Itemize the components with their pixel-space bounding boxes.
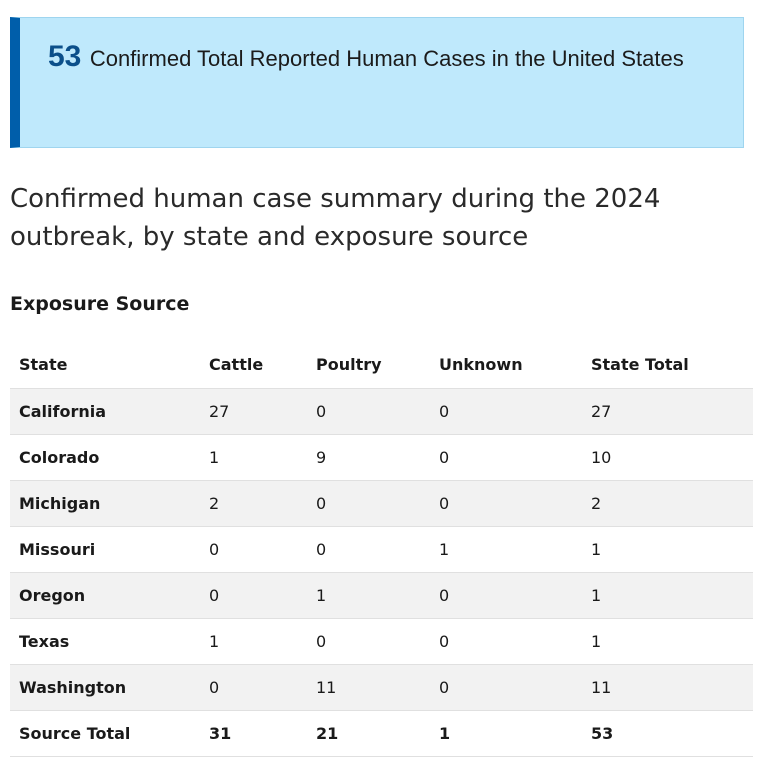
poultry-cell: 1 <box>307 572 430 619</box>
unknown-cell: 0 <box>430 664 582 711</box>
state-cell: Colorado <box>10 434 200 481</box>
state-total-cell: 2 <box>582 480 753 527</box>
case-count-label: Confirmed Total Reported Human Cases in … <box>89 46 684 71</box>
state-total-cell: 1 <box>582 618 753 665</box>
summary-heading: Confirmed human case summary during the … <box>10 184 661 252</box>
state-cell: Texas <box>10 618 200 665</box>
state-total-cell: 10 <box>582 434 753 481</box>
callout-line: 53 Confirmed Total Reported Human Cases … <box>48 40 684 74</box>
case-count-number: 53 <box>48 40 82 73</box>
poultry-cell: 0 <box>307 526 430 573</box>
table-header-row: State Cattle Poultry Unknown State Total <box>10 342 753 389</box>
unknown-cell: 0 <box>430 388 582 435</box>
table-row: Missouri 0 0 1 1 <box>10 526 753 573</box>
poultry-cell: 0 <box>307 618 430 665</box>
header-state: State <box>10 342 200 389</box>
state-cell: Oregon <box>10 572 200 619</box>
state-cell: Michigan <box>10 480 200 527</box>
header-cattle: Cattle <box>200 342 307 389</box>
unknown-cell: 0 <box>430 572 582 619</box>
header-state-total: State Total <box>582 342 753 389</box>
source-total-label: Source Total <box>10 710 200 757</box>
cattle-cell: 0 <box>200 664 307 711</box>
state-total-cell: 11 <box>582 664 753 711</box>
state-total-cell: 1 <box>582 526 753 573</box>
exposure-source-table: State Cattle Poultry Unknown State Total… <box>10 342 753 757</box>
cattle-cell: 1 <box>200 434 307 481</box>
unknown-total: 1 <box>430 710 582 757</box>
state-cell: California <box>10 388 200 435</box>
state-total-cell: 27 <box>582 388 753 435</box>
unknown-cell: 0 <box>430 618 582 665</box>
table-row: Michigan 2 0 0 2 <box>10 480 753 527</box>
poultry-cell: 11 <box>307 664 430 711</box>
table-row: Texas 1 0 0 1 <box>10 618 753 665</box>
case-count-callout: 53 Confirmed Total Reported Human Cases … <box>10 17 744 148</box>
poultry-total: 21 <box>307 710 430 757</box>
table-row: Colorado 1 9 0 10 <box>10 434 753 481</box>
table-row: Oregon 0 1 0 1 <box>10 572 753 619</box>
poultry-cell: 0 <box>307 480 430 527</box>
table-row: California 27 0 0 27 <box>10 388 753 435</box>
cattle-cell: 0 <box>200 526 307 573</box>
unknown-cell: 1 <box>430 526 582 573</box>
unknown-cell: 0 <box>430 434 582 481</box>
header-unknown: Unknown <box>430 342 582 389</box>
cattle-cell: 2 <box>200 480 307 527</box>
cattle-cell: 0 <box>200 572 307 619</box>
poultry-cell: 9 <box>307 434 430 481</box>
state-cell: Washington <box>10 664 200 711</box>
cattle-cell: 1 <box>200 618 307 665</box>
table-row: Washington 0 11 0 11 <box>10 664 753 711</box>
cattle-cell: 27 <box>200 388 307 435</box>
cattle-total: 31 <box>200 710 307 757</box>
state-cell: Missouri <box>10 526 200 573</box>
state-total-cell: 1 <box>582 572 753 619</box>
header-poultry: Poultry <box>307 342 430 389</box>
unknown-cell: 0 <box>430 480 582 527</box>
table-caption: Exposure Source <box>10 293 190 315</box>
source-total-row: Source Total 31 21 1 53 <box>10 710 753 757</box>
poultry-cell: 0 <box>307 388 430 435</box>
grand-total: 53 <box>582 710 753 757</box>
